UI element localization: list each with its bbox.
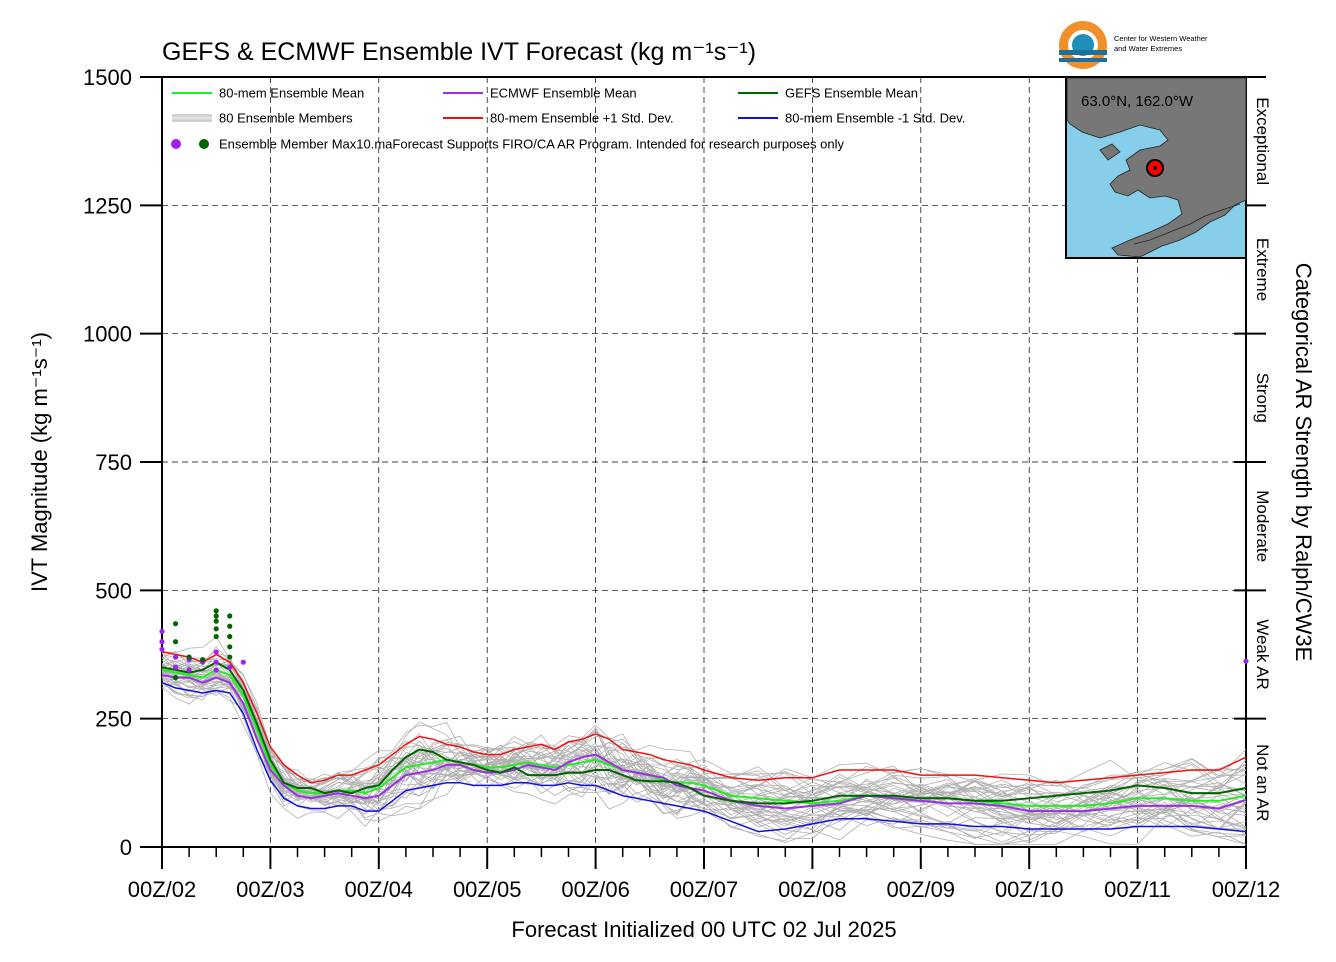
member-max-dots (159, 608, 1249, 681)
inset-map: 63.0°N, 162.0°W (1065, 76, 1247, 259)
member-max-dot (213, 633, 219, 640)
ensemble-member-line (161, 676, 1247, 828)
member-max-dot (159, 628, 165, 635)
x-tick-label: 00Z/06 (561, 877, 630, 902)
member-max-dot (213, 659, 219, 665)
ensemble-member-line (161, 669, 1247, 841)
inset-land-island (1099, 143, 1121, 161)
ensemble-member-line (161, 686, 1247, 843)
member-max-dot (227, 644, 233, 650)
y-tick-label: 1250 (83, 193, 132, 218)
legend-dot-ecmwf (171, 139, 181, 149)
legend-label: GEFS Ensemble Mean (785, 86, 918, 101)
x-tick-label: 00Z/07 (670, 877, 739, 902)
inset-location-label: 63.0°N, 162.0°W (1081, 93, 1194, 110)
series-line-80-mem-ensemble-1-std-dev- (161, 651, 1247, 784)
series-line-gefs-ensemble-mean (161, 661, 1247, 805)
cw3e-logo: Center for Western Weather and Water Ext… (1059, 21, 1208, 69)
legend-label: 80-mem Ensemble +1 Std. Dev. (490, 111, 674, 126)
x-tick-label: 00Z/11 (1104, 877, 1171, 902)
member-max-dot (213, 608, 219, 614)
x-tick-label: 00Z/08 (778, 877, 847, 902)
y-axis-label: IVT Magnitude (kg m⁻¹s⁻¹) (27, 332, 52, 592)
series-layer (161, 651, 1247, 833)
category-label: Exceptional (1253, 97, 1272, 185)
category-label: Extreme (1253, 238, 1272, 301)
y-tick-label: 0 (120, 835, 132, 860)
x-tick-label: 00Z/09 (887, 877, 956, 902)
member-max-dot (1243, 658, 1249, 664)
member-max-dot (159, 646, 165, 652)
y-tick-label: 500 (95, 578, 132, 603)
member-max-dot (213, 626, 219, 632)
member-max-dot (213, 618, 219, 624)
legend: 80-mem Ensemble Mean ECMWF Ensemble Mean G… (171, 86, 965, 152)
x-tick-label: 00Z/12 (1212, 877, 1281, 902)
member-max-dot (227, 613, 233, 619)
logo-text-line1: Center for Western Weather (1114, 34, 1208, 43)
x-tick-label: 00Z/04 (345, 877, 414, 902)
ensemble-member-line (161, 669, 1247, 844)
x-axis-label: Forecast Initialized 00 UTC 02 Jul 2025 (511, 917, 896, 942)
legend-label: 80-mem Ensemble Mean (219, 86, 364, 101)
category-label: Strong (1253, 373, 1272, 423)
series-line-ecmwf-ensemble-mean (161, 674, 1247, 813)
ensemble-member-line (161, 656, 1247, 817)
member-max-dot (172, 639, 179, 645)
member-max-dot (186, 654, 192, 660)
y-tick-label: 250 (95, 707, 132, 732)
x-tick-label: 00Z/10 (995, 877, 1064, 902)
legend-label: ECMWF Ensemble Mean (490, 86, 637, 101)
y-tick-label: 750 (95, 450, 132, 475)
member-max-dot (172, 654, 179, 660)
legend-dot-gefs (199, 139, 209, 149)
member-max-dot (227, 633, 233, 640)
member-max-dot (186, 667, 192, 673)
legend-label: 80-mem Ensemble -1 Std. Dev. (785, 111, 965, 126)
ensemble-member-line (161, 679, 1247, 839)
member-max-dot (172, 675, 179, 681)
x-tick-label: 00Z/05 (453, 877, 522, 902)
member-max-dot (172, 664, 179, 670)
member-max-dot (172, 621, 179, 627)
member-max-dot (213, 667, 219, 673)
right-axis-label: Categorical AR Strength by Ralph/CW3E (1291, 263, 1316, 662)
legend-label: 80 Ensemble Members (219, 111, 353, 126)
category-label: Weak AR (1253, 619, 1272, 690)
axis-ticks: 0 250 500 750 1000 1250 1500 00Z/02 00Z/03 00Z/04… (83, 65, 1280, 902)
category-labels: Not an AR Weak AR Moderate Strong Extreme Exc… (1234, 76, 1272, 822)
x-tick-label: 00Z/02 (128, 877, 197, 902)
member-max-dot (227, 654, 233, 660)
member-max-dot (213, 649, 219, 655)
y-tick-label: 1000 (83, 322, 132, 347)
member-max-dot (159, 639, 165, 645)
ensemble-member-line (161, 660, 1247, 820)
member-max-dot (213, 613, 219, 619)
y-tick-label: 1500 (83, 65, 132, 90)
legend-label: Ensemble Member Max10.maForecast Support… (219, 137, 844, 152)
inset-coast-south (1133, 203, 1241, 245)
series-line-80-mem-ensemble-1-std-dev- (161, 681, 1247, 833)
x-tick-label: 00Z/03 (236, 877, 305, 902)
member-max-dot (227, 623, 233, 629)
member-max-dot (240, 659, 246, 665)
member-max-dot (227, 664, 233, 670)
category-label: Moderate (1253, 490, 1272, 562)
member-max-dot (200, 657, 206, 663)
category-label: Not an AR (1253, 744, 1272, 822)
logo-text-line2: and Water Extremes (1114, 44, 1182, 53)
chart-title: GEFS & ECMWF Ensemble IVT Forecast (kg m… (162, 38, 756, 66)
